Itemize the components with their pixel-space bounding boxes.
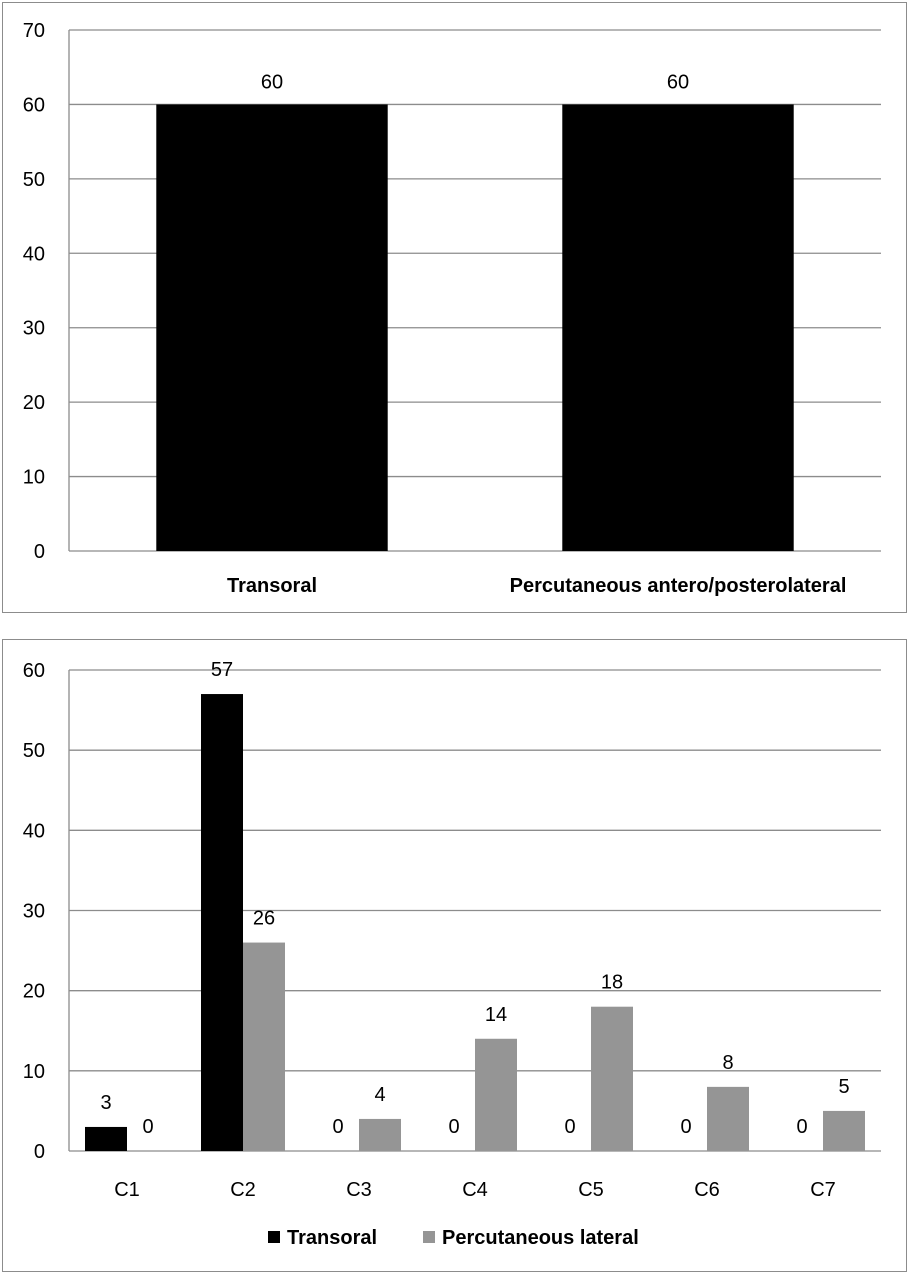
chart-panel-top: 0 10 20 30 40 50 60 70 60 Transoral 60 Percutaneous…: [2, 2, 907, 613]
y-tick-label: 40: [23, 820, 45, 842]
y-tick-label: 40: [23, 243, 45, 265]
bar-c3-percutaneous-lateral: [359, 1118, 401, 1151]
bar-c2-transoral: [201, 694, 243, 1151]
data-label: 0: [142, 1116, 153, 1138]
legend-label: Percutaneous lateral: [442, 1227, 639, 1249]
chart-panel-bottom: 0 10 20 30 40 50 60 3 0 C1 57 26 C2 0 4 C3 0 14 C4 0 18 C5 0 8 C…: [2, 639, 907, 1272]
legend-swatch-percutaneous-lateral: [423, 1231, 435, 1243]
bar-c7-percutaneous-lateral: [823, 1110, 865, 1151]
y-tick-label: 30: [23, 318, 45, 340]
y-tick-label: 20: [23, 981, 45, 1003]
x-category-label: C7: [810, 1179, 836, 1201]
x-category-label: C4: [462, 1179, 488, 1201]
x-category-label: Percutaneous antero/posterolateral: [510, 575, 847, 597]
x-category-label: C2: [230, 1179, 256, 1201]
data-label: 57: [211, 659, 233, 681]
bar-c1-transoral: [85, 1126, 127, 1151]
y-tick-label: 0: [34, 541, 45, 563]
y-tick-label: 0: [34, 1141, 45, 1163]
x-category-label: C6: [694, 1179, 720, 1201]
data-label: 4: [374, 1084, 385, 1106]
bar-c2-percutaneous-lateral: [243, 942, 285, 1151]
bar-c4-percutaneous-lateral: [475, 1038, 517, 1151]
data-label: 18: [601, 972, 623, 994]
bar-transoral: [156, 104, 388, 551]
y-tick-label: 50: [23, 169, 45, 191]
y-tick-label: 70: [23, 20, 45, 42]
x-category-label: C1: [114, 1179, 140, 1201]
x-category-label: C3: [346, 1179, 372, 1201]
x-category-label: Transoral: [227, 575, 317, 597]
data-label: 0: [796, 1116, 807, 1138]
data-label: 26: [253, 908, 275, 930]
data-label: 0: [332, 1116, 343, 1138]
data-label: 3: [100, 1092, 111, 1114]
data-label: 0: [680, 1116, 691, 1138]
y-tick-label: 10: [23, 1061, 45, 1083]
y-tick-label: 10: [23, 467, 45, 489]
data-label: 0: [564, 1116, 575, 1138]
bar-chart-approach: 0 10 20 30 40 50 60 70 60 Transoral 60 Percutaneous…: [23, 20, 881, 597]
data-label: 60: [261, 71, 283, 93]
legend-label: Transoral: [287, 1227, 377, 1249]
y-tick-label: 30: [23, 901, 45, 923]
data-label: 14: [485, 1004, 507, 1026]
bar-percutaneous-antero-posterolateral: [562, 104, 794, 551]
y-tick-label: 20: [23, 392, 45, 414]
y-tick-label: 60: [23, 660, 45, 682]
x-category-label: C5: [578, 1179, 604, 1201]
legend-swatch-transoral: [268, 1231, 280, 1243]
bar-c5-percutaneous-lateral: [591, 1006, 633, 1151]
y-tick-label: 60: [23, 94, 45, 116]
bar-chart-level: 010203040506030C15726C204C3014C4018C508C…: [23, 659, 881, 1249]
data-label: 8: [722, 1052, 733, 1074]
y-tick-label: 50: [23, 740, 45, 762]
data-label: 60: [667, 71, 689, 93]
bar-c6-percutaneous-lateral: [707, 1086, 749, 1151]
data-label: 0: [448, 1116, 459, 1138]
data-label: 5: [838, 1076, 849, 1098]
